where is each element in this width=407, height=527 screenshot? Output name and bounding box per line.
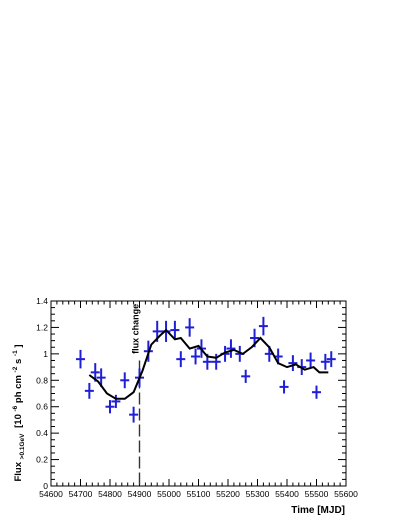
data-point [96, 368, 106, 387]
data-point [288, 355, 298, 372]
y-tick-label: 0 [43, 481, 48, 491]
y-label-unit-exp3: -1 [12, 350, 19, 356]
y-label-unit-close: ] [13, 344, 24, 347]
data-point [320, 353, 330, 370]
x-tick-label: 55400 [275, 489, 299, 499]
y-label-unit-mid: ph cm [13, 375, 24, 403]
y-label-sub: >0.1GeV [19, 433, 26, 460]
data-point [191, 348, 201, 365]
y-label-unit-exp: -6 [12, 405, 19, 411]
x-tick-label: 55100 [187, 489, 211, 499]
data-point [241, 369, 251, 383]
data-point [105, 400, 115, 414]
y-label-unit-exp2: -2 [12, 366, 19, 372]
x-tick-label: 54900 [128, 489, 152, 499]
data-point [326, 351, 336, 368]
y-tick-label: 1.4 [36, 296, 48, 306]
y-tick-label: 0.4 [36, 428, 48, 438]
y-label-unit: [10 [13, 414, 24, 428]
x-tick-label: 55000 [157, 489, 181, 499]
x-tick-label: 54800 [98, 489, 122, 499]
data-point [226, 339, 236, 358]
x-tick-label: 54600 [39, 489, 63, 499]
x-tick-label: 55500 [305, 489, 329, 499]
y-tick-label: 1.2 [36, 322, 48, 332]
y-tick-label: 1 [43, 349, 48, 359]
x-tick-label: 55600 [334, 489, 358, 499]
data-point [111, 394, 121, 409]
data-point [312, 385, 321, 399]
data-point [84, 382, 94, 399]
y-tick-label: 0.2 [36, 455, 48, 465]
x-tick-label: 54700 [69, 489, 93, 499]
y-axis-label: Flux >0.1GeV [10 -6 ph cm -2 s -1 ] [9, 344, 27, 481]
data-point [170, 320, 180, 340]
model-line-group [88, 328, 329, 400]
x-tick-label: 55200 [216, 489, 240, 499]
data-point [306, 352, 316, 369]
data-point [185, 318, 195, 337]
data-point [129, 406, 139, 423]
x-tick-label: 55300 [246, 489, 270, 499]
data-points [76, 316, 336, 423]
y-label-unit-end: s [13, 359, 24, 364]
data-point [120, 372, 130, 389]
data-point [76, 349, 85, 369]
y-label-main: Flux [13, 461, 24, 481]
axis-labels: Time [MJD] Flux >0.1GeV [10 -6 ph cm -2 … [9, 344, 345, 516]
data-point [258, 316, 268, 336]
data-point [211, 353, 221, 370]
axes: 54600 54700 54800 54900 55000 55100 55200 55300… [36, 296, 358, 499]
flux-change-label: flux change [131, 304, 141, 354]
x-axis-label: Time [MJD] [291, 505, 345, 516]
model-line [88, 328, 329, 400]
data-point [279, 380, 289, 394]
y-tick-label: 0.6 [36, 402, 48, 412]
y-tick-label: 0.8 [36, 375, 48, 385]
data-point [176, 351, 186, 368]
